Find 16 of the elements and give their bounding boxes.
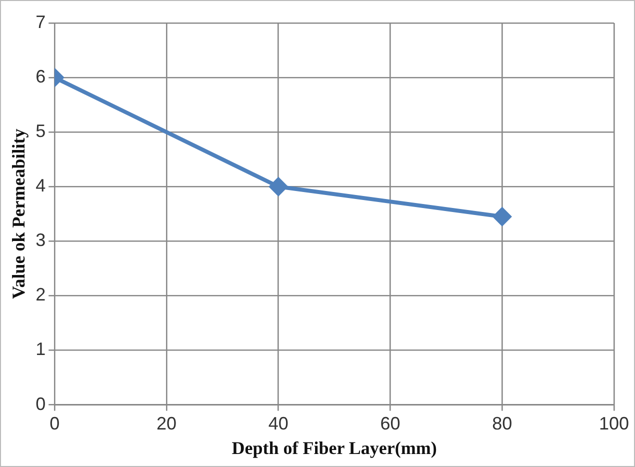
y-tick-label: 0 bbox=[36, 394, 46, 414]
y-tick-label: 3 bbox=[36, 230, 46, 250]
x-tick-label: 100 bbox=[598, 414, 630, 434]
x-tick-label: 80 bbox=[492, 414, 512, 434]
x-tick-label: 0 bbox=[50, 414, 60, 434]
y-axis-title: Value ok Permeability bbox=[8, 128, 28, 300]
y-tick-label: 5 bbox=[36, 121, 46, 142]
y-tick-label: 6 bbox=[36, 66, 46, 87]
y-tick-label: 1 bbox=[36, 339, 46, 360]
x-tick-label: 20 bbox=[156, 414, 177, 434]
y-tick-label: 4 bbox=[36, 176, 46, 196]
x-tick-label: 60 bbox=[380, 414, 400, 434]
x-tick-label: 40 bbox=[268, 414, 288, 434]
x-axis-title: Depth of Fiber Layer(mm) bbox=[232, 438, 437, 458]
y-tick-label: 7 bbox=[36, 12, 46, 32]
y-tick-label: 2 bbox=[36, 284, 46, 305]
